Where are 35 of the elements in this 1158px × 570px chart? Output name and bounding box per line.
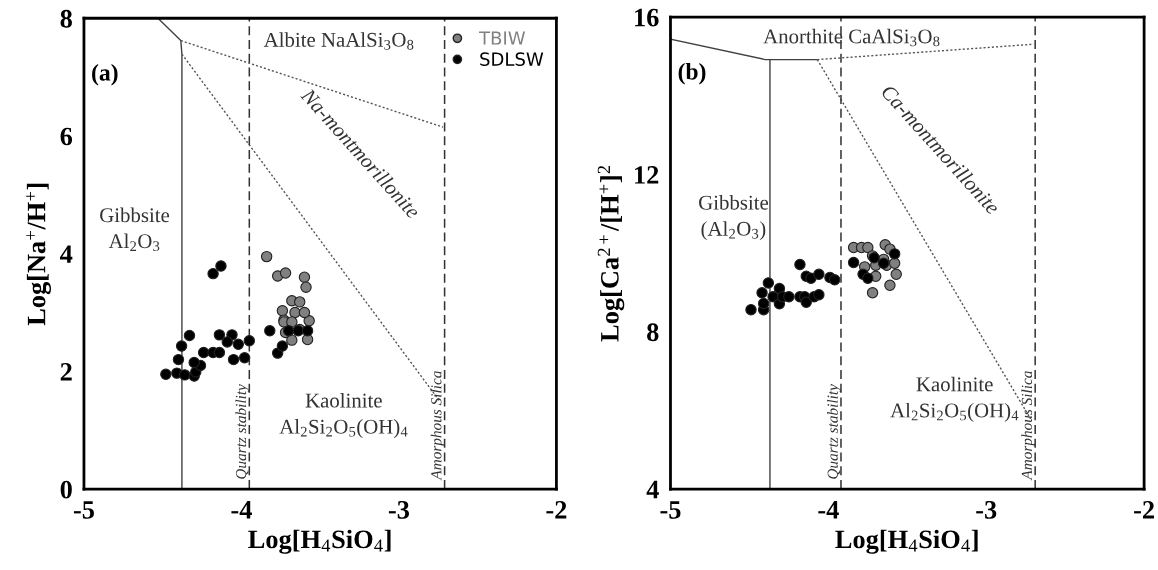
text: Kaolinite Al$_{2}$Si$_{2}$O$_{5}$(OH)$_{4}$	[890, 376, 1019, 422]
ref-line-label: Amorphous Silica	[1021, 371, 1036, 481]
x-axis-title: Log[H$_{4}$SiO$_{4}$]	[248, 529, 391, 554]
y-tick-label: 8	[60, 9, 72, 28]
y-tick-label: 0	[60, 480, 72, 499]
y-tick-label: 8	[647, 323, 659, 342]
x-tick-label: -4	[231, 501, 252, 519]
annotation: Gibbsite (Al$_{2}$O$_{3}$)	[699, 195, 769, 241]
text: Kaolinite Al$_{2}$Si$_{2}$O$_{5}$(OH)$_{4}$	[279, 392, 408, 439]
y-tick-label: 2	[60, 363, 72, 381]
y-axis-title: Log[Na$^{+}$/H$^{+}$]	[26, 183, 51, 326]
x-tick-label: -2	[546, 501, 567, 519]
x-tick-label: -5	[660, 501, 681, 519]
legend-label: SDLSW	[480, 52, 544, 66]
legend-label: TBIW	[478, 31, 526, 45]
y-tick-label: 6	[60, 127, 73, 146]
text: (a)	[92, 64, 118, 86]
x-tick-label: -5	[73, 501, 94, 519]
x-tick-label: -3	[976, 501, 997, 519]
annotation: Gibbsite Al$_{2}$O$_{3}$	[100, 207, 170, 252]
ref-line-label: Quartz stability	[827, 384, 841, 479]
x-tick-label: -2	[1134, 501, 1154, 519]
x-tick-label: -4	[818, 501, 839, 519]
x-axis-title: Log[H$_{4}$SiO$_{4}$]	[835, 529, 978, 554]
y-tick-label: 16	[635, 8, 659, 27]
x-tick-label: -3	[388, 501, 410, 519]
text: (b)	[678, 63, 706, 85]
y-axis-title: Log[Ca$^{2+}$/[H$^{+}$]$^{2}$	[597, 165, 625, 342]
ref-line-label: Amorphous Silica	[430, 371, 445, 481]
annotation: Anorthite CaAlSi$_{3}$O$_{8}$	[763, 28, 940, 47]
ref-line-label: Quartz stability	[235, 384, 250, 479]
y-tick-label: 12	[635, 166, 659, 184]
y-tick-label: 4	[60, 245, 73, 263]
annotation: Albite NaAlSi$_{3}$O$_{8}$	[263, 32, 414, 50]
y-tick-label: 4	[646, 480, 659, 499]
